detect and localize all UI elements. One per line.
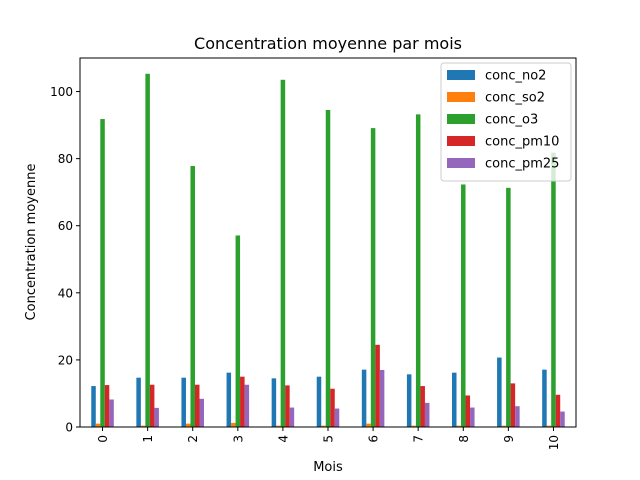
bar-conc_so2-5 [321,425,326,427]
bar-conc_o3-3 [235,235,241,427]
x-tick-label: 0 [96,435,110,443]
bar-conc_pm25-2 [199,398,204,427]
bar-conc_o3-1 [145,73,150,428]
bar-conc_no2-9 [497,357,502,427]
x-tick-label: 3 [231,435,245,443]
y-tick-label: 40 [58,286,73,300]
x-tick-label: 6 [367,435,381,443]
bar-conc_pm25-1 [154,407,159,427]
x-tick-label: 10 [547,435,561,450]
x-tick-label: 8 [457,435,471,443]
bar-conc_o3-2 [190,166,195,427]
legend-swatch-conc_no2 [447,70,475,80]
bar-conc_so2-4 [276,425,281,427]
bar-conc_pm10-0 [104,385,110,427]
bars-group [91,73,565,428]
bar-conc_o3-9 [506,187,511,427]
y-tick-label: 60 [58,219,73,233]
legend-swatch-conc_pm25 [447,158,475,168]
bar-conc_no2-7 [406,374,412,427]
bar-conc_so2-1 [140,425,146,427]
bar-conc_no2-8 [452,372,457,427]
legend-label-conc_pm10: conc_pm10 [485,135,559,150]
bar-conc_pm10-2 [194,384,200,427]
y-tick-label: 0 [65,421,73,435]
x-tick-label: 7 [412,435,426,443]
x-tick-label: 5 [322,435,336,443]
chart-title: Concentration moyenne par mois [194,34,462,53]
x-axis-title: Mois [313,460,343,475]
bar-conc_no2-3 [226,372,232,427]
bar-conc_no2-0 [91,386,96,427]
bar-conc_pm10-9 [510,383,516,427]
bar-conc_pm25-7 [424,402,430,427]
bar-conc_o3-8 [461,184,466,427]
bar-conc_no2-6 [361,369,367,427]
x-tick-label: 4 [276,435,290,443]
bar-conc_pm25-3 [244,384,250,427]
legend-label-conc_pm25: conc_pm25 [485,157,559,172]
bar-conc_so2-3 [231,422,236,427]
legend-swatch-conc_so2 [447,92,475,102]
bar-conc_pm25-5 [334,408,340,427]
bar-conc_pm10-1 [149,384,155,427]
y-tick-label: 100 [50,85,73,99]
bar-conc_so2-10 [546,425,552,427]
y-tick-label: 80 [58,152,73,166]
bar-conc_pm25-9 [515,406,520,427]
bar-conc_pm25-0 [109,399,114,427]
legend-label-conc_o3: conc_o3 [485,113,538,128]
bar-conc_pm10-8 [465,395,471,427]
bar-conc_o3-6 [370,128,376,428]
legend-swatch-conc_o3 [447,114,475,124]
legend-label-conc_so2: conc_so2 [485,91,545,106]
bar-conc_o3-5 [325,110,331,427]
bar-conc_pm10-10 [555,394,561,427]
bar-conc_so2-2 [185,423,191,427]
bar-conc_so2-8 [456,425,462,427]
legend: conc_no2 conc_so2 conc_o3 conc_pm10 conc_pm2… [440,62,572,182]
bar-conc_pm10-4 [285,385,290,427]
y-tick-label: 20 [58,353,73,367]
x-tick-label: 2 [186,435,200,443]
x-axis: 0 1 2 3 4 5 6 7 8 9 10 [96,427,561,450]
bar-conc_o3-0 [100,119,105,428]
bar-conc_no2-2 [181,377,186,427]
bar-conc_o3-7 [415,114,421,428]
bar-conc_pm10-6 [375,344,380,427]
y-axis: 0 20 40 60 80 100 [50,85,80,435]
bar-conc_so2-9 [501,425,507,427]
bar-conc_pm25-8 [470,407,475,427]
bar-conc_no2-1 [136,377,141,427]
bar-conc_so2-7 [411,425,416,427]
bar-conc_no2-4 [271,378,277,427]
x-tick-label: 1 [141,435,155,443]
bar-conc_o3-4 [280,79,286,428]
bar-conc_no2-5 [316,376,322,427]
bar-conc_pm10-7 [420,386,425,427]
legend-label-conc_no2: conc_no2 [485,69,546,84]
bar-conc_pm10-3 [240,376,245,427]
y-axis-title: Concentration moyenne [24,164,39,321]
legend-swatch-conc_pm10 [447,136,475,146]
bar-conc_so2-6 [366,423,371,427]
bar-conc_pm25-6 [379,369,385,427]
x-tick-label: 9 [502,435,516,443]
bar-conc_pm25-10 [560,411,565,427]
bar-conc_pm10-5 [330,388,335,427]
bar-conc_no2-10 [542,369,547,427]
bar-conc_pm25-4 [289,407,295,427]
bar-conc_o3-10 [551,152,556,427]
bar-conc_so2-0 [95,423,101,427]
